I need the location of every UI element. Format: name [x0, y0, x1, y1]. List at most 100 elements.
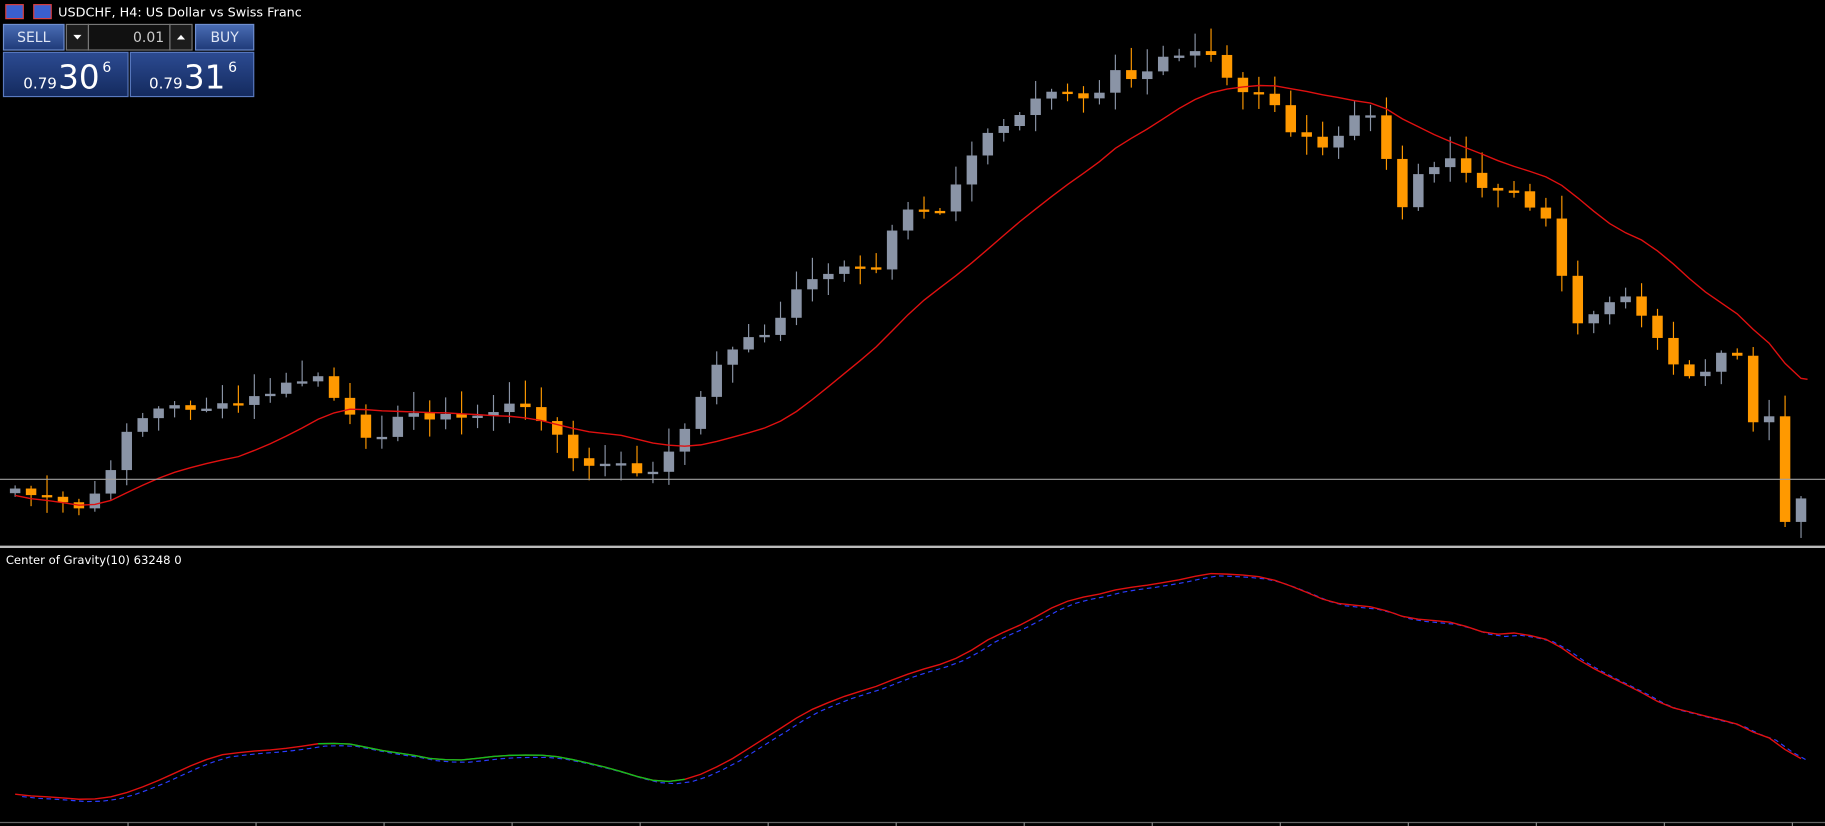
up-arrow	[176, 34, 186, 40]
candle-body	[1444, 158, 1456, 168]
ask-small: 6	[228, 60, 237, 76]
candle-body	[25, 488, 37, 496]
candle-body	[1285, 105, 1297, 133]
candle-body	[807, 279, 818, 290]
menu-icon[interactable]	[5, 4, 24, 20]
candle-body	[1684, 364, 1695, 377]
candle-body	[1540, 207, 1552, 219]
candle-body	[360, 414, 372, 438]
candle-body	[137, 418, 148, 432]
ask-box[interactable]	[129, 51, 255, 98]
candle-body	[1078, 93, 1089, 99]
candle-body	[663, 451, 675, 472]
candle-body	[567, 434, 579, 459]
candle-body	[775, 317, 786, 335]
candle-body	[1381, 115, 1392, 159]
candle-body	[9, 488, 21, 494]
candle-body	[488, 412, 499, 416]
candle-body	[328, 376, 340, 398]
candle-body	[1779, 416, 1791, 522]
candle-body	[791, 289, 802, 318]
candle-body	[1460, 158, 1472, 173]
candle-body	[950, 184, 962, 212]
candle-body	[1732, 352, 1743, 356]
candle-body	[1747, 355, 1759, 423]
candle-body	[41, 495, 53, 498]
candle-body	[472, 415, 483, 419]
candle-body	[440, 413, 451, 420]
candle-body	[1221, 54, 1233, 78]
candle-body	[647, 471, 659, 475]
candle-body	[1668, 337, 1679, 365]
candle-body	[169, 405, 180, 409]
candle-body	[57, 496, 69, 503]
candle-body	[1094, 92, 1105, 99]
candle-body	[1205, 51, 1217, 55]
candle-body	[1413, 174, 1424, 208]
buy-label: BUY	[210, 30, 239, 46]
candle-body	[1524, 191, 1536, 208]
candle-body	[711, 364, 722, 397]
indicator-label: Center of Gravity(10) 63248 0	[6, 553, 182, 567]
candle-body	[839, 266, 850, 274]
candle-body	[759, 334, 770, 338]
sell-label: SELL	[17, 30, 50, 46]
candle-body	[1763, 416, 1775, 423]
candle-body	[998, 126, 1009, 133]
candle-body	[424, 413, 435, 420]
candle-body	[1365, 115, 1376, 118]
candle-body	[1429, 167, 1440, 175]
candle-body	[552, 421, 563, 435]
candle-body	[185, 405, 196, 410]
candle-body	[1349, 115, 1360, 136]
candle-body	[1030, 98, 1041, 116]
candle-body	[695, 396, 707, 429]
bid-main: 30	[58, 58, 99, 96]
candle-body	[1126, 70, 1137, 80]
candle-body	[679, 428, 691, 452]
candle-body	[1508, 190, 1520, 193]
candle-body	[1652, 315, 1663, 338]
candle-body	[520, 403, 531, 408]
candle-body	[296, 381, 308, 384]
moving-average	[14, 84, 1808, 506]
candle-body	[615, 463, 627, 466]
candle-body	[743, 337, 754, 350]
price-chart	[9, 28, 1808, 538]
cog-line-flat	[318, 742, 685, 783]
candle-body	[918, 209, 930, 212]
candle-body	[536, 407, 547, 422]
candle-body	[1046, 91, 1057, 99]
candle-body	[1588, 314, 1599, 324]
candle-body	[583, 458, 595, 466]
candle-body	[344, 397, 356, 415]
time-ticks	[127, 822, 1793, 826]
candle-body	[1189, 51, 1201, 56]
sell-button[interactable]	[2, 23, 65, 51]
candle-body	[1604, 302, 1615, 315]
candle-body	[1301, 132, 1312, 137]
candle-body	[631, 463, 643, 474]
candle-body	[1253, 92, 1265, 95]
bid-box[interactable]	[2, 51, 129, 98]
chart-icon[interactable]	[33, 4, 52, 20]
chart-title: USDCHF, H4: US Dollar vs Swiss Franc	[58, 5, 302, 20]
candle-body	[1157, 56, 1169, 72]
buy-button[interactable]	[194, 23, 255, 51]
candle-body	[982, 132, 994, 156]
candle-body	[599, 463, 611, 467]
lot-input[interactable]	[87, 23, 171, 51]
candle-body	[1620, 296, 1631, 303]
candle-body	[902, 209, 914, 231]
candle-body	[1014, 115, 1025, 127]
candle-body	[1317, 136, 1328, 148]
down-arrow	[73, 34, 82, 40]
candle-body	[456, 413, 467, 418]
candle-body	[217, 403, 228, 409]
candle-body	[1795, 498, 1807, 522]
candle-body	[121, 431, 132, 471]
candle-body	[153, 408, 164, 419]
candle-body	[1716, 352, 1727, 372]
candle-body	[280, 382, 292, 394]
